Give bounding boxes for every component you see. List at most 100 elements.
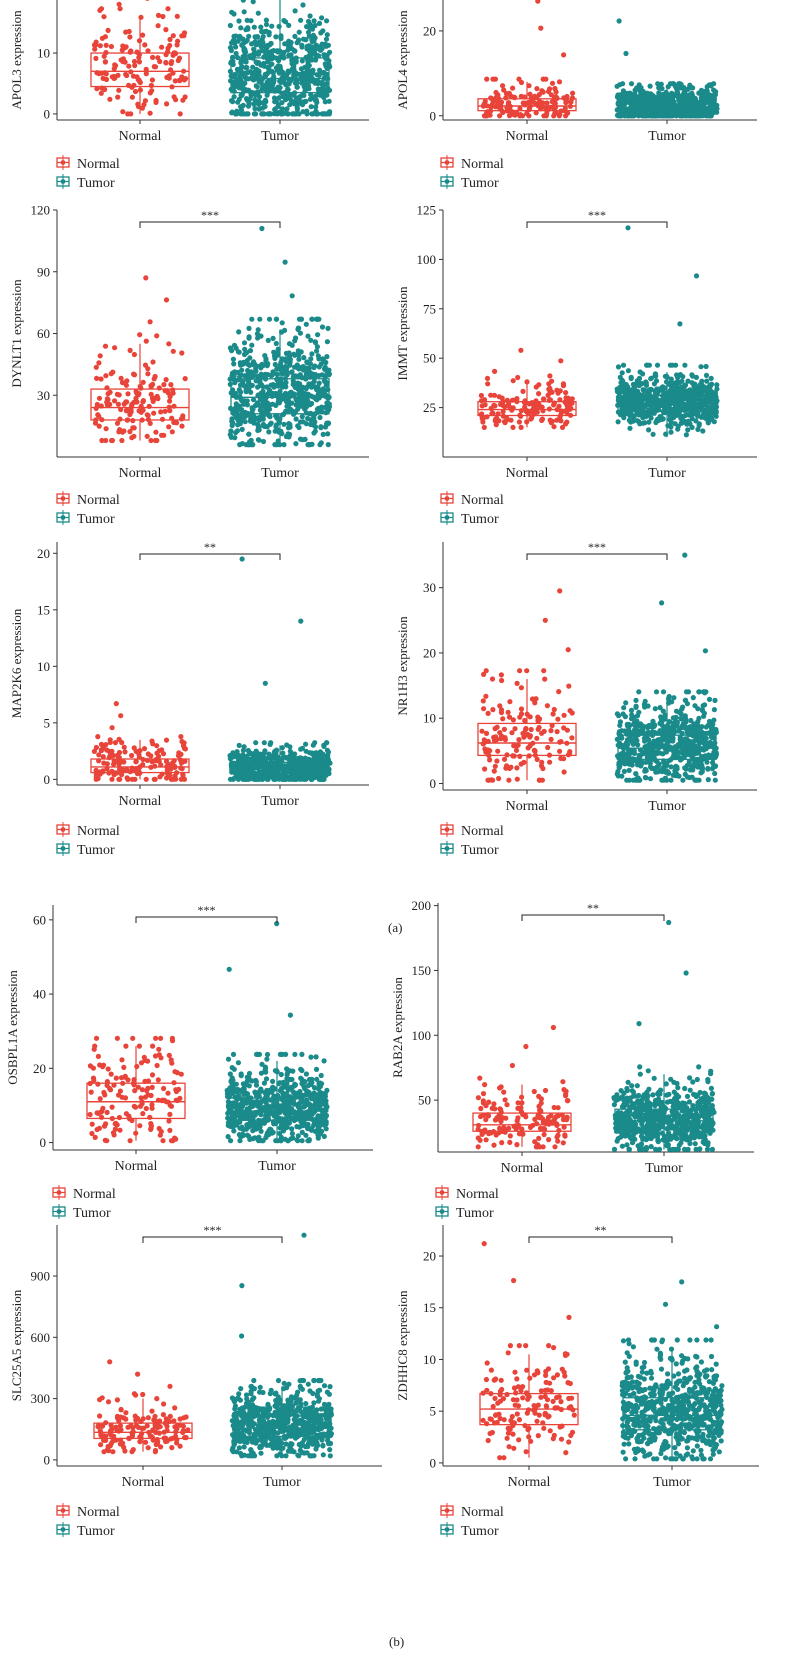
- data-point: [263, 99, 268, 104]
- data-point: [499, 672, 504, 677]
- data-point: [672, 730, 677, 735]
- data-point: [557, 749, 562, 754]
- outlier-point: [542, 677, 547, 682]
- data-point: [234, 109, 239, 114]
- outlier-point: [617, 18, 622, 23]
- data-point: [649, 415, 654, 420]
- data-point: [280, 79, 285, 84]
- data-point: [124, 399, 129, 404]
- data-point: [479, 393, 484, 398]
- outlier-point: [566, 647, 571, 652]
- data-point: [644, 383, 649, 388]
- data-point: [120, 109, 125, 114]
- data-point: [133, 89, 138, 94]
- legend-item-normal: Normal: [441, 155, 504, 172]
- data-point: [524, 668, 529, 673]
- data-point: [616, 762, 621, 767]
- data-point: [313, 339, 318, 344]
- data-point: [310, 317, 315, 322]
- data-point: [704, 736, 709, 741]
- x-tick-label: Tumor: [648, 129, 686, 144]
- data-point: [157, 59, 162, 64]
- data-point: [528, 714, 533, 719]
- data-point: [615, 771, 620, 776]
- data-point: [304, 359, 309, 364]
- outlier-point: [283, 260, 288, 265]
- data-point: [242, 9, 247, 14]
- data-point: [292, 48, 297, 53]
- data-point: [548, 418, 553, 423]
- data-point: [615, 711, 620, 716]
- data-point: [157, 385, 162, 390]
- data-point: [674, 90, 679, 95]
- data-point: [327, 99, 332, 104]
- data-point: [712, 771, 717, 776]
- data-point: [233, 430, 238, 435]
- data-point: [309, 44, 314, 49]
- data-point: [503, 95, 508, 100]
- data-point: [492, 769, 497, 774]
- data-point: [112, 345, 117, 350]
- data-point: [325, 431, 330, 436]
- data-point: [685, 427, 690, 432]
- data-point: [274, 442, 279, 447]
- data-point: [276, 766, 281, 771]
- outlier-point: [557, 588, 562, 593]
- data-point: [273, 777, 278, 782]
- data-point: [283, 777, 288, 782]
- data-point: [292, 410, 297, 415]
- data-point: [325, 32, 330, 37]
- data-point: [670, 95, 675, 100]
- data-point: [262, 83, 267, 88]
- data-point: [663, 102, 668, 107]
- data-point: [314, 111, 319, 116]
- data-point: [269, 24, 274, 29]
- data-point: [535, 718, 540, 723]
- data-point: [182, 746, 187, 751]
- legend-key-point: [445, 160, 450, 165]
- data-point: [550, 81, 555, 86]
- data-point: [142, 746, 147, 751]
- data-point: [293, 441, 298, 446]
- data-point: [702, 711, 707, 716]
- data-point: [138, 15, 143, 20]
- data-point: [496, 418, 501, 423]
- data-point: [165, 6, 170, 11]
- data-point: [550, 99, 555, 104]
- data-point: [246, 104, 251, 109]
- data-point: [570, 95, 575, 100]
- data-point: [566, 684, 571, 689]
- data-point: [180, 98, 185, 103]
- data-point: [181, 33, 186, 38]
- data-point: [122, 749, 127, 754]
- y-axis-label: APOL4 expression: [395, 10, 410, 110]
- data-point: [167, 76, 172, 81]
- data-point: [618, 375, 623, 380]
- data-point: [167, 408, 172, 413]
- data-point: [137, 59, 142, 64]
- y-tick-label: 75: [423, 301, 436, 316]
- data-point: [150, 77, 155, 82]
- data-point: [712, 707, 717, 712]
- data-point: [562, 769, 567, 774]
- data-point: [309, 104, 314, 109]
- data-point: [506, 778, 511, 783]
- data-point: [173, 97, 178, 102]
- data-point: [700, 428, 705, 433]
- data-point: [642, 739, 647, 744]
- data-point: [292, 60, 297, 65]
- data-point: [537, 99, 542, 104]
- significance-bracket: [140, 222, 280, 228]
- data-point: [164, 101, 169, 106]
- data-point: [299, 44, 304, 49]
- data-point: [315, 332, 320, 337]
- data-point: [288, 52, 293, 57]
- data-point: [314, 756, 319, 761]
- legend-item-normal: Normal: [57, 822, 120, 839]
- outlier-point: [108, 737, 113, 742]
- data-point: [703, 689, 708, 694]
- data-point: [266, 777, 271, 782]
- data-point: [548, 728, 553, 733]
- data-point: [254, 749, 259, 754]
- data-point: [130, 95, 135, 100]
